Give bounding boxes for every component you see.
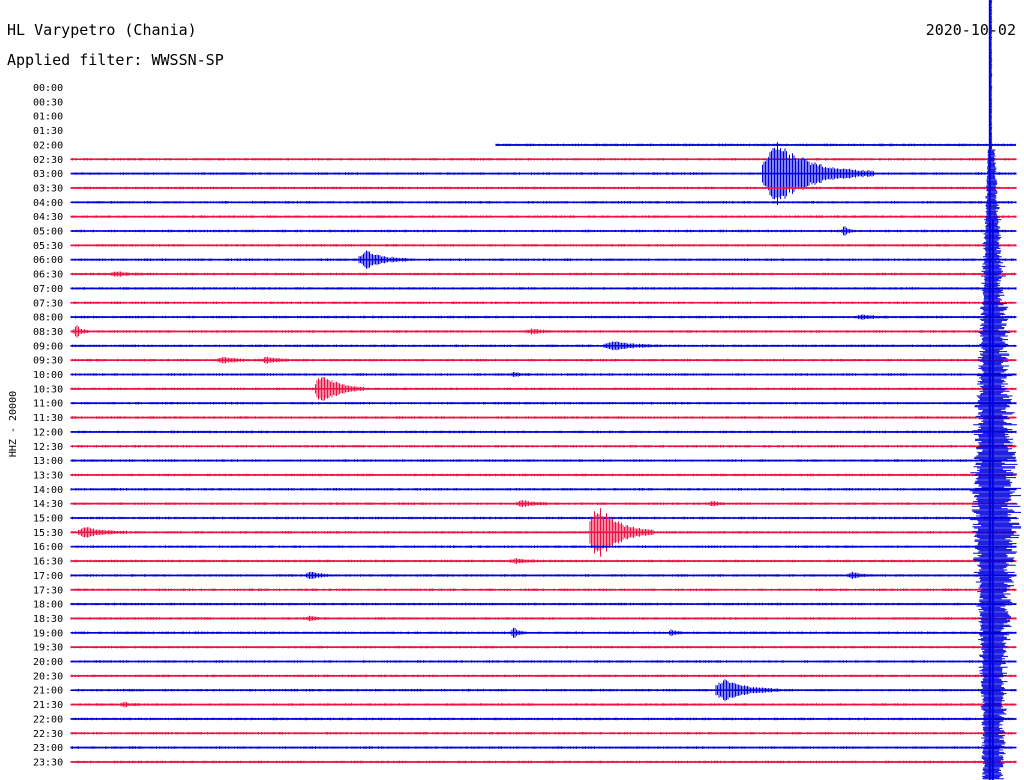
tick-label-0630: 06:30	[33, 270, 63, 281]
tick-label-2330: 23:30	[33, 757, 63, 768]
tick-label-1800: 18:00	[33, 600, 63, 611]
tick-label-0400: 04:00	[33, 198, 63, 209]
date-label: 2020-10-02	[925, 21, 1016, 39]
tick-label-2230: 22:30	[33, 729, 63, 740]
tick-label-0130: 01:30	[33, 126, 63, 137]
tick-label-0230: 02:30	[33, 155, 63, 166]
tick-label-1900: 19:00	[33, 628, 63, 639]
tick-label-0600: 06:00	[33, 255, 63, 266]
tick-label-1930: 19:30	[33, 643, 63, 654]
station-title: HL Varypetro (Chania)	[7, 21, 197, 39]
tick-label-0330: 03:30	[33, 183, 63, 194]
tick-label-0200: 02:00	[33, 140, 63, 151]
tick-label-1400: 14:00	[33, 485, 63, 496]
tick-label-0430: 04:30	[33, 212, 63, 223]
tick-label-0900: 09:00	[33, 341, 63, 352]
trace-group	[70, 0, 1021, 780]
tick-label-2100: 21:00	[33, 686, 63, 697]
tick-label-0830: 08:30	[33, 327, 63, 338]
time-tick-labels: 00:00 00:30 01:00 01:30 02:00 02:30 03:00 03:30…	[33, 83, 63, 768]
tick-label-2000: 20:00	[33, 657, 63, 668]
tick-label-1300: 13:00	[33, 456, 63, 467]
tick-label-1000: 10:00	[33, 370, 63, 381]
tick-label-1130: 11:30	[33, 413, 63, 424]
tick-label-0300: 03:00	[33, 169, 63, 180]
tick-label-1600: 16:00	[33, 542, 63, 553]
tick-label-0500: 05:00	[33, 227, 63, 238]
tick-label-1630: 16:30	[33, 557, 63, 568]
tick-label-0030: 00:30	[33, 97, 63, 108]
tick-label-1730: 17:30	[33, 585, 63, 596]
tick-label-1830: 18:30	[33, 614, 63, 625]
tick-label-1330: 13:30	[33, 470, 63, 481]
tick-label-2130: 21:30	[33, 700, 63, 711]
tick-label-0800: 08:00	[33, 313, 63, 324]
tick-label-1200: 12:00	[33, 427, 63, 438]
tick-label-0930: 09:30	[33, 356, 63, 367]
tick-label-0730: 07:30	[33, 298, 63, 309]
tick-label-2030: 20:30	[33, 671, 63, 682]
tick-label-1530: 15:30	[33, 528, 63, 539]
tick-label-1230: 12:30	[33, 442, 63, 453]
tick-label-0700: 07:00	[33, 284, 63, 295]
tick-label-0530: 05:30	[33, 241, 63, 252]
tick-label-1430: 14:30	[33, 499, 63, 510]
tick-label-1700: 17:00	[33, 571, 63, 582]
tick-label-0100: 01:00	[33, 112, 63, 123]
channel-label: HHZ - 20000	[8, 391, 19, 457]
tick-label-1500: 15:00	[33, 514, 63, 525]
tick-label-1030: 10:30	[33, 384, 63, 395]
tick-label-2300: 23:00	[33, 743, 63, 754]
tick-label-0000: 00:00	[33, 83, 63, 94]
tick-label-1100: 11:00	[33, 399, 63, 410]
tick-label-2200: 22:00	[33, 714, 63, 725]
filter-label: Applied filter: WWSSN-SP	[7, 51, 224, 69]
